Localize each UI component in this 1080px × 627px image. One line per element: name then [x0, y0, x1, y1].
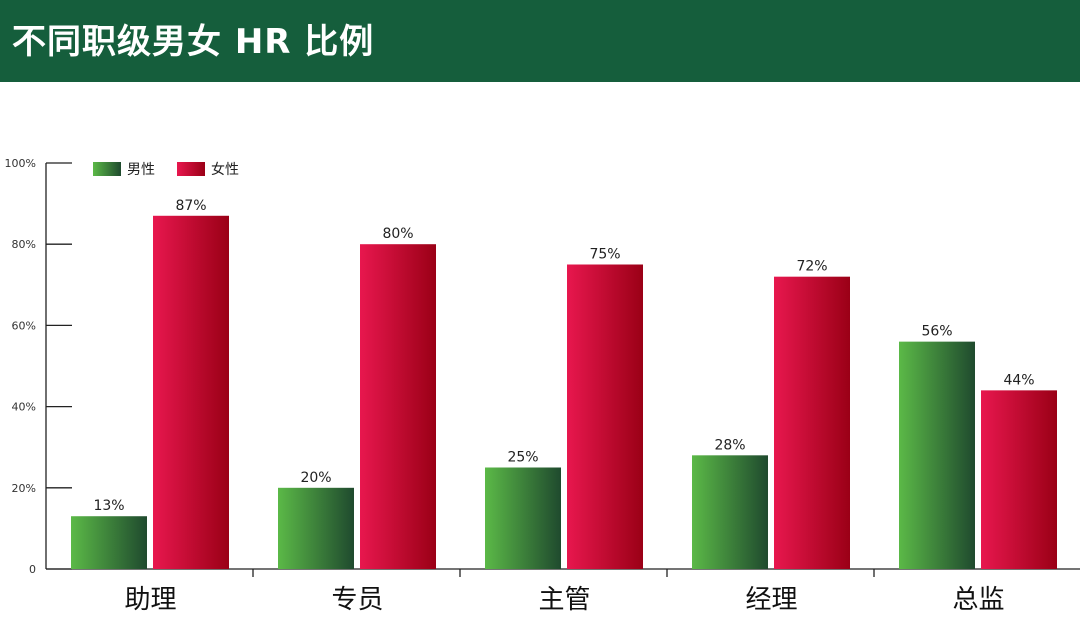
x-tick-label: 经理 [745, 585, 797, 615]
bar-female [153, 215, 229, 569]
data-label: 80% [382, 226, 413, 242]
y-tick-label: 80% [12, 238, 36, 251]
x-tick-label: 专员 [331, 585, 383, 615]
legend-swatch [177, 162, 205, 176]
data-label: 72% [796, 259, 827, 275]
data-label: 44% [1003, 372, 1034, 388]
y-tick-label: 60% [12, 319, 36, 332]
data-label: 13% [93, 498, 124, 514]
x-tick-label: 总监 [952, 585, 1004, 615]
title-banner: 不同职级男女 HR 比例 [0, 0, 1080, 82]
bar-male [485, 467, 561, 569]
x-tick-label: 助理 [124, 585, 176, 615]
bar-male [71, 516, 147, 569]
y-tick-label: 20% [12, 482, 36, 495]
bar-male [899, 341, 975, 569]
bar-female [774, 276, 850, 569]
data-label: 56% [921, 324, 952, 340]
bar-female [981, 390, 1057, 569]
legend-label: 女性 [211, 161, 239, 178]
data-label: 75% [589, 247, 620, 263]
bar-male [278, 487, 354, 569]
bar-female [360, 244, 436, 569]
x-tick-label: 主管 [538, 585, 590, 615]
bar-female [567, 264, 643, 569]
legend-swatch [93, 162, 121, 176]
y-tick-label: 100% [5, 157, 36, 170]
data-label: 25% [507, 450, 538, 466]
page-title: 不同职级男女 HR 比例 [12, 22, 375, 62]
data-label: 20% [300, 470, 331, 486]
bar-male [692, 455, 768, 569]
legend-label: 男性 [127, 162, 155, 178]
y-tick-label: 0 [29, 563, 36, 576]
y-tick-label: 40% [12, 401, 36, 414]
data-label: 87% [175, 198, 206, 214]
data-label: 28% [714, 437, 745, 453]
